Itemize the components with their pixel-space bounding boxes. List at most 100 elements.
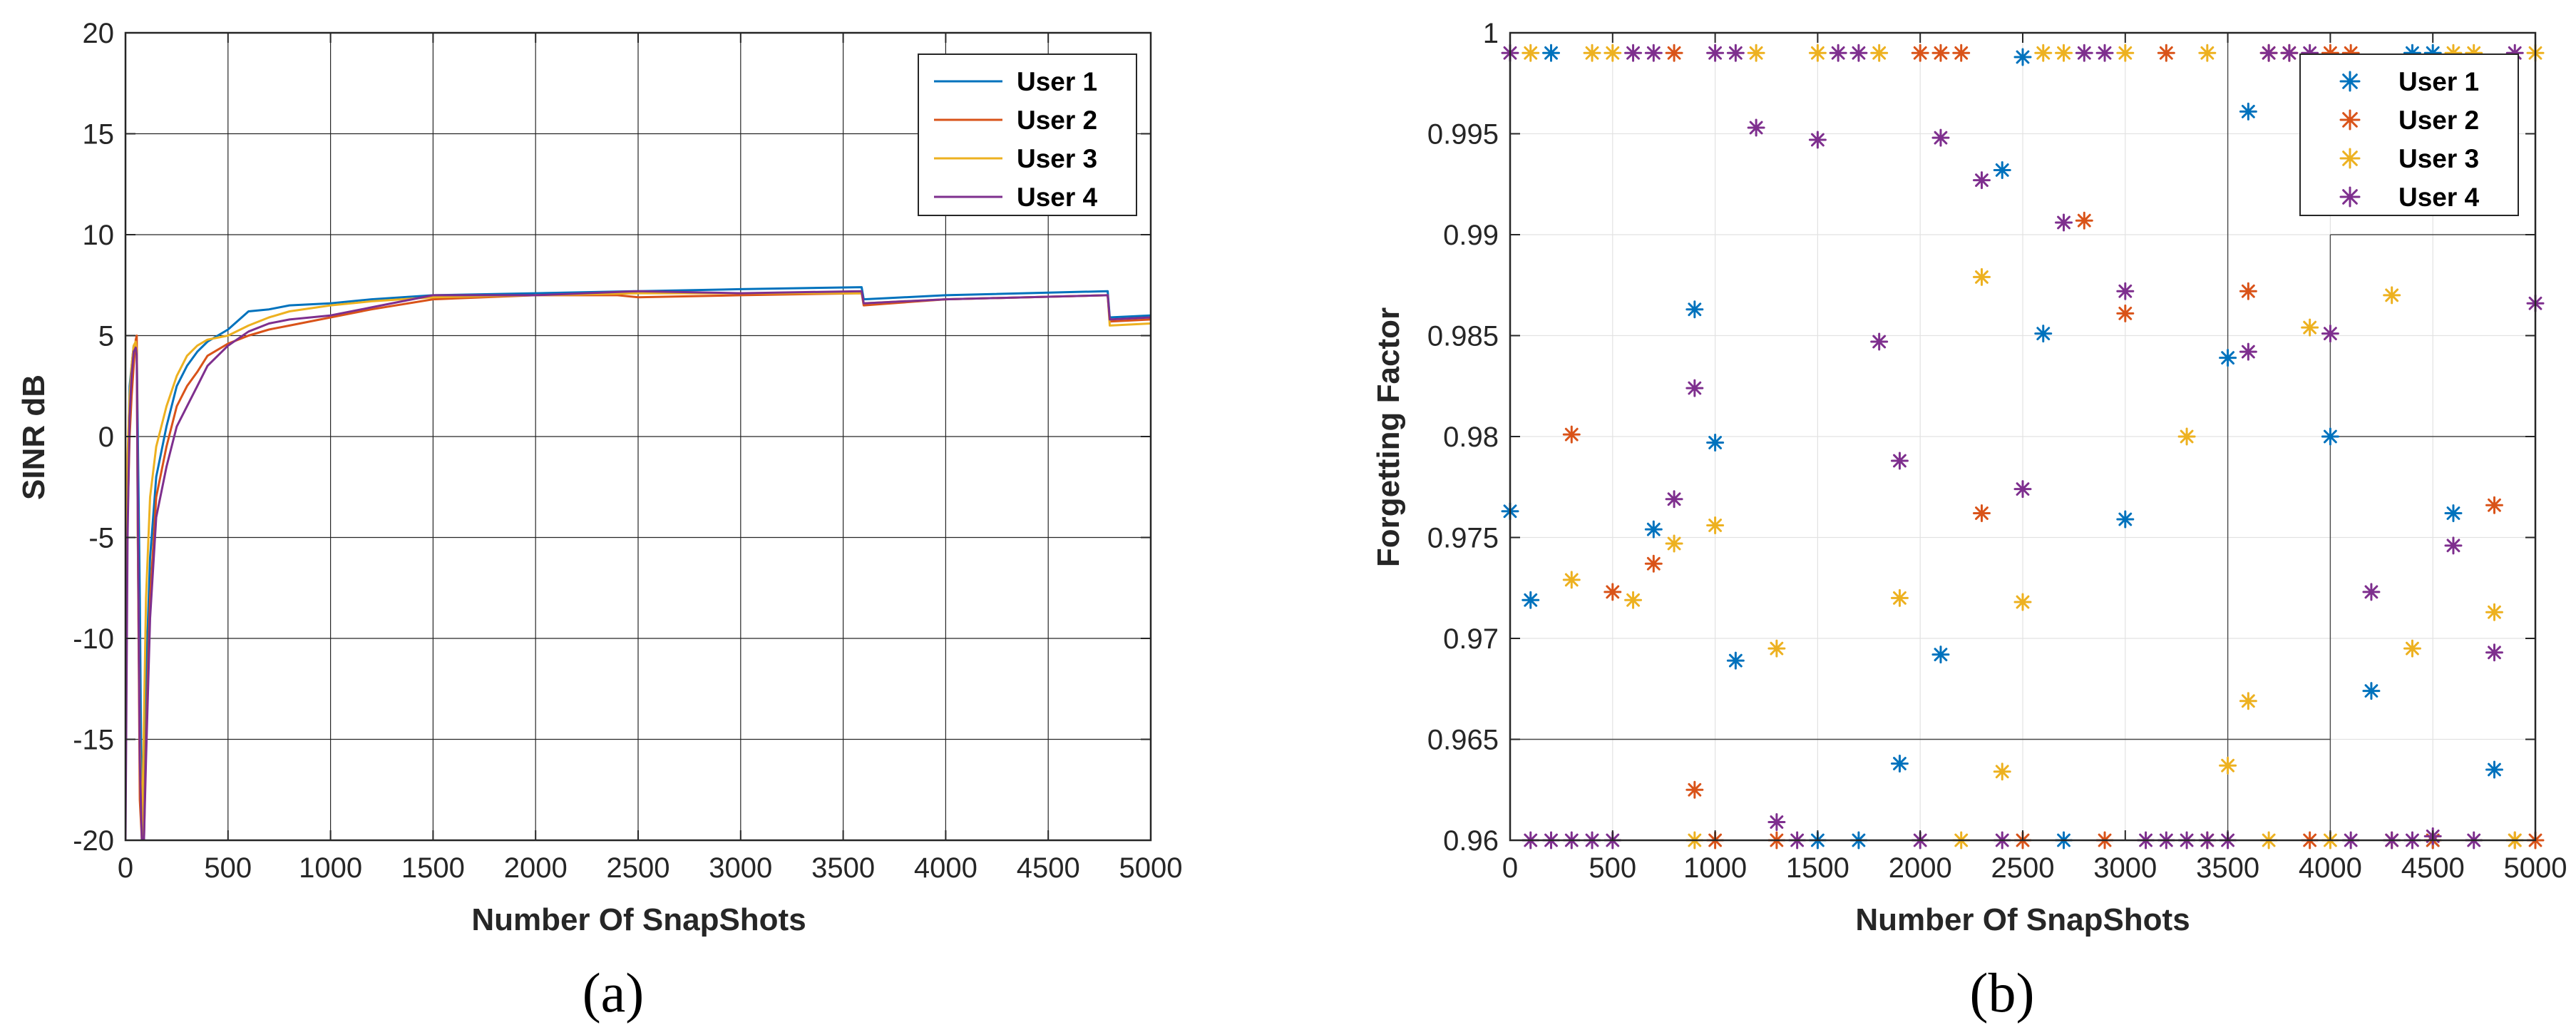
marker-user-1	[1890, 754, 1909, 772]
marker-user-1	[1706, 433, 1725, 452]
marker-user-3	[2444, 44, 2463, 62]
marker-user-2	[1931, 44, 1950, 62]
marker-user-3	[2116, 44, 2135, 62]
panel-b-xlabel: Number Of SnapShots	[1855, 902, 2190, 937]
marker-user-3	[2239, 692, 2257, 710]
marker-user-4	[1685, 379, 1704, 397]
marker-user-4	[1890, 452, 1909, 470]
x-tick-label: 0	[1502, 852, 1518, 884]
marker-user-4	[1849, 44, 1868, 62]
x-tick-label: 1500	[401, 852, 465, 884]
legend-label-4: User 4	[2398, 183, 2480, 212]
legend-marker-4	[2339, 186, 2361, 208]
marker-user-3	[1665, 534, 1683, 553]
x-tick-label: 5000	[2504, 852, 2567, 884]
marker-user-3	[2219, 756, 2237, 775]
marker-user-3	[1808, 44, 1827, 62]
marker-user-3	[2177, 427, 2196, 446]
marker-user-1	[2403, 44, 2421, 62]
x-tick-label: 4000	[2299, 852, 2362, 884]
x-tick-label: 2000	[1889, 852, 1952, 884]
y-tick-label: 0.97	[1443, 623, 1499, 655]
legend-label-3: User 3	[1017, 144, 1097, 173]
marker-user-1	[1685, 300, 1704, 319]
y-tick-label: 20	[83, 18, 115, 49]
legend-label-4: User 4	[1017, 183, 1098, 212]
panel-b-chart: 0 500 1000 1500 2000 2500 3000 3500 4000 4500 5000…	[1371, 18, 2567, 1024]
marker-user-2	[1665, 44, 1683, 62]
y-tick-label: -5	[88, 523, 114, 554]
panel-a-label: (a)	[583, 962, 645, 1024]
marker-user-3	[2198, 44, 2217, 62]
y-tick-label: 10	[83, 220, 115, 251]
marker-user-3	[1583, 44, 1601, 62]
series-line-user-4	[125, 290, 1151, 840]
marker-user-3	[1706, 516, 1725, 535]
marker-user-1	[2116, 510, 2135, 529]
marker-user-3	[2013, 593, 2032, 611]
marker-user-3	[1624, 591, 1643, 609]
marker-user-2	[2239, 282, 2257, 300]
x-tick-label: 2500	[607, 852, 670, 884]
marker-user-4	[2444, 536, 2463, 555]
marker-user-3	[1603, 44, 1622, 62]
panel-a-legend: User 1 User 2 User 3 User 4	[918, 53, 1137, 216]
y-tick-label: -10	[73, 623, 114, 655]
marker-user-2	[1562, 425, 1581, 444]
panel-b-ticks: 0 500 1000 1500 2000 2500 3000 3500 4000 4500 5000…	[1427, 18, 2567, 884]
marker-user-4	[1706, 44, 1725, 62]
marker-user-3	[2055, 44, 2073, 62]
x-tick-label: 5000	[1119, 852, 1183, 884]
legend-label-1: User 1	[2398, 67, 2479, 96]
y-tick-label: 0.965	[1427, 725, 1499, 756]
marker-user-3	[1972, 267, 1991, 286]
y-tick-label: 15	[83, 119, 115, 151]
series-lines	[125, 286, 1151, 840]
marker-user-4	[2505, 44, 2524, 62]
panel-a-ylabel: SINR dB	[16, 374, 51, 500]
marker-user-4	[2116, 282, 2135, 300]
x-tick-label: 4500	[2401, 852, 2465, 884]
legend-label-1: User 1	[1017, 67, 1097, 96]
marker-user-3	[1993, 763, 2011, 781]
x-tick-label: 4000	[914, 852, 977, 884]
x-tick-label: 1500	[1786, 852, 1849, 884]
marker-user-2	[1952, 44, 1971, 62]
y-tick-label: 0	[98, 422, 114, 453]
marker-user-1	[2239, 102, 2257, 121]
marker-user-1	[1726, 651, 1745, 670]
legend-marker-3	[2339, 148, 2361, 169]
x-tick-label: 0	[118, 852, 133, 884]
marker-user-1	[1931, 646, 1950, 664]
marker-user-4	[2259, 44, 2278, 62]
x-tick-label: 3500	[2196, 852, 2259, 884]
marker-user-4	[2362, 583, 2381, 601]
x-tick-label: 3000	[709, 852, 772, 884]
marker-user-1	[2485, 760, 2503, 779]
y-tick-label: 0.985	[1427, 321, 1499, 352]
marker-user-4	[2013, 480, 2032, 499]
y-tick-label: 5	[98, 321, 114, 352]
marker-user-1	[1542, 44, 1561, 62]
legend-label-2: User 2	[2398, 106, 2479, 135]
legend-box	[2299, 53, 2519, 216]
marker-user-4	[2485, 643, 2503, 662]
marker-user-4	[1747, 118, 1765, 137]
marker-user-4	[2301, 44, 2319, 62]
marker-user-2	[2321, 44, 2339, 62]
panel-b-legend: User 1 User 2 User 3 User 4	[2299, 53, 2519, 216]
marker-user-3	[1562, 571, 1581, 589]
marker-user-1	[2013, 48, 2032, 66]
marker-user-2	[1644, 554, 1663, 573]
y-tick-label: 0.975	[1427, 523, 1499, 554]
marker-user-1	[2321, 427, 2339, 446]
x-tick-label: 2000	[504, 852, 568, 884]
marker-user-4	[1644, 44, 1663, 62]
legend-label-2: User 2	[1017, 106, 1097, 135]
y-tick-label: 1	[1483, 18, 1499, 49]
panel-b-label: (b)	[1970, 962, 2035, 1024]
marker-user-4	[2280, 44, 2299, 62]
y-tick-label: -15	[73, 725, 114, 756]
marker-user-3	[2301, 318, 2319, 337]
